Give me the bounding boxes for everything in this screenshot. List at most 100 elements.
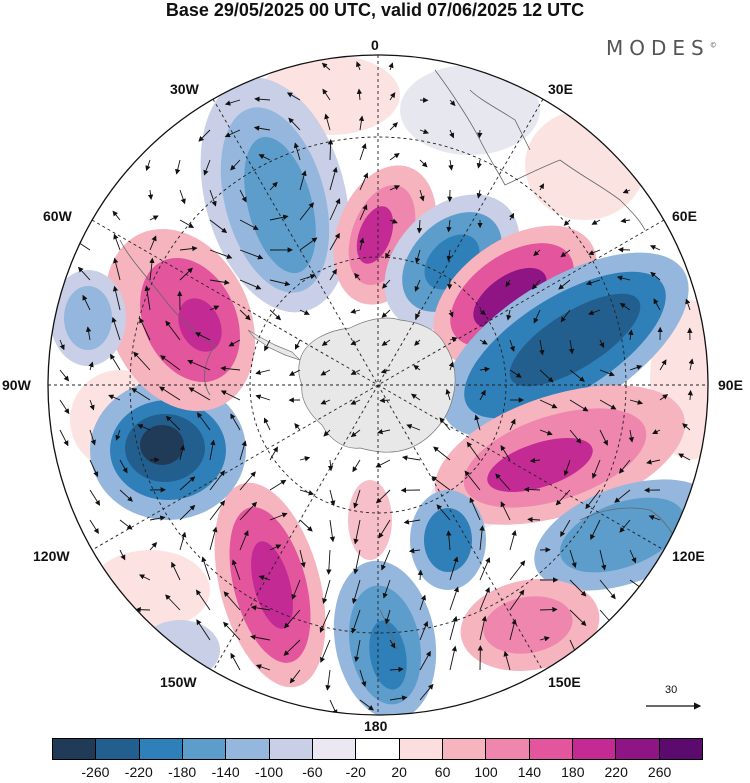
brand-text: MODES (606, 36, 710, 60)
wind-vector (119, 549, 126, 561)
wind-vector (591, 459, 601, 479)
colorbar-swatch (355, 739, 399, 759)
wind-vector (351, 579, 361, 604)
wind-vector (353, 519, 361, 545)
wind-vector (269, 279, 291, 287)
colorbar-swatch (268, 739, 312, 759)
wind-vector (112, 285, 121, 311)
wind-vector (419, 620, 429, 641)
wind-vector (269, 181, 278, 191)
colorbar-tick-label: 100 (474, 764, 498, 780)
wind-vector (500, 501, 511, 521)
wind-vector (165, 415, 181, 431)
colorbar-swatch (441, 739, 486, 759)
wind-vector (408, 548, 421, 554)
wind-vector (446, 219, 452, 233)
reference-vector-arrow (646, 702, 702, 710)
wind-vector (500, 445, 511, 461)
wind-vector (319, 609, 331, 633)
wind-vector (389, 92, 396, 101)
wind-vector (523, 486, 541, 493)
wind-vector (239, 219, 259, 230)
colorbar-swatch (53, 739, 96, 759)
colorbar-tick-label: -100 (254, 764, 284, 780)
wind-vector (685, 298, 691, 311)
colorbar-tick-label: 180 (561, 764, 585, 780)
wind-vector (375, 459, 391, 468)
wind-vector (325, 669, 331, 691)
wind-vector (263, 417, 271, 431)
wind-vector (188, 387, 211, 401)
wind-vector (289, 669, 301, 684)
wind-vector (628, 429, 634, 443)
anomaly-pink-140e (460, 579, 600, 671)
wind-vector (327, 139, 334, 161)
wind-vector (269, 309, 282, 321)
wind-vector (378, 519, 391, 539)
wind-vector (113, 233, 121, 251)
wind-vector (255, 394, 271, 401)
wind-vector (59, 339, 65, 351)
wind-vector (479, 339, 488, 345)
wind-vector (220, 365, 241, 372)
wind-vector (147, 189, 154, 200)
colorbar-swatch (485, 739, 529, 759)
wind-vector (253, 125, 271, 131)
wind-vector (250, 634, 271, 641)
wind-vector (137, 424, 151, 431)
wind-vector (585, 489, 601, 510)
wind-vector (479, 389, 486, 401)
colorbar-swatch (95, 739, 139, 759)
wind-vector (568, 339, 575, 355)
wind-vector (112, 210, 121, 221)
wind-vector (382, 579, 391, 599)
wind-vector (239, 279, 262, 290)
wind-vector (688, 358, 694, 371)
wind-vector (648, 515, 661, 521)
wind-vector (505, 279, 511, 288)
wind-vector (406, 424, 421, 431)
wind-vector (329, 519, 336, 543)
wind-vector (239, 189, 247, 203)
wind-vector (59, 369, 70, 382)
wind-vector (326, 549, 332, 575)
lon-label-60e: 60E (672, 208, 697, 224)
wind-vector (563, 219, 571, 226)
wind-vector (619, 519, 631, 533)
lon-label-60w: 60W (43, 208, 72, 224)
colorbar-swatch (615, 739, 659, 759)
wind-vector (476, 189, 482, 199)
wind-vector (385, 249, 391, 259)
colorbar-ticks: -260 -220 -180 -140 -100 -60 -20 20 60 100 140 180 2… (52, 764, 703, 782)
lon-label-30e: 30E (548, 81, 573, 97)
wind-vector (380, 368, 391, 374)
wind-vector (479, 309, 486, 316)
wind-vector (509, 618, 517, 641)
wind-vector (629, 399, 644, 405)
wind-vector (569, 579, 587, 597)
wind-vector (231, 559, 241, 581)
wind-vector (629, 364, 643, 371)
wind-vector (389, 639, 396, 649)
wind-vector (555, 489, 571, 506)
wind-vector (381, 309, 391, 318)
wind-vector (446, 530, 452, 551)
wind-vector (652, 429, 661, 435)
wind-vector (449, 645, 457, 671)
wind-vector (351, 609, 361, 634)
wind-vector (464, 470, 481, 491)
wind-vector (533, 309, 541, 324)
colorbar (52, 738, 703, 760)
wind-vector (678, 453, 691, 461)
wind-vector (138, 574, 151, 581)
wind-vector (198, 129, 211, 142)
wind-vector (179, 504, 196, 521)
lon-label-120e: 120E (672, 548, 705, 564)
wind-vector (359, 172, 369, 191)
colorbar-tick-label: -20 (345, 764, 366, 780)
wind-vector (322, 579, 331, 604)
wind-vector (299, 489, 315, 496)
wind-vector (322, 88, 331, 101)
wind-vector (264, 339, 271, 352)
wind-vector (506, 309, 512, 321)
